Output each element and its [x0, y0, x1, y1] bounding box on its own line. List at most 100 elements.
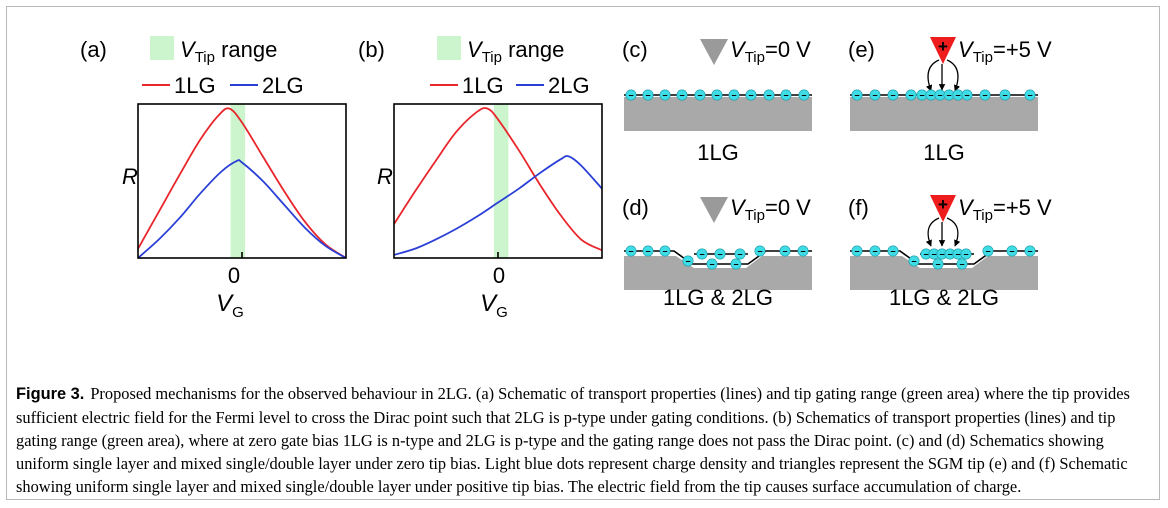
panel-d: (d) VTip=0 V − − − − −− − − −− − − 1LG & 2LG	[622, 195, 812, 310]
charge-minus: −	[714, 90, 719, 100]
charge-minus: −	[717, 249, 722, 259]
charge-minus: −	[964, 90, 969, 100]
charge-dot	[999, 89, 1011, 101]
figure-caption: Figure 3. Proposed mechanisms for the obs…	[16, 382, 1152, 498]
tip-bias-label-d: VTip=0 V	[730, 195, 811, 224]
charge-dot	[905, 89, 917, 101]
series-2lg-line	[137, 159, 347, 259]
tip-bias-label-e: VTip=+5 V	[958, 37, 1052, 66]
legend-range-swatch	[437, 36, 461, 60]
charge-minus: −	[1027, 246, 1032, 256]
charge-minus: −	[737, 249, 742, 259]
charge-minus: −	[731, 90, 736, 100]
plot-a	[137, 103, 347, 259]
charge-minus: −	[748, 90, 753, 100]
vtip-range-band	[493, 104, 509, 258]
charge-minus: −	[699, 249, 704, 259]
charge-dot	[960, 248, 972, 260]
charge-dot	[745, 89, 757, 101]
charge-dot	[728, 89, 740, 101]
charge-dot	[711, 89, 723, 101]
charge-dot	[763, 89, 775, 101]
legend-2lg-label: 2LG	[548, 73, 590, 98]
charge-minus: −	[919, 90, 924, 100]
charge-dot	[908, 255, 920, 267]
charge-minus: −	[709, 259, 714, 269]
substrate-f	[850, 256, 1038, 290]
panel-label-b: (b)	[358, 37, 385, 62]
charge-dot	[754, 245, 766, 257]
x-tick-0-b: 0	[493, 263, 505, 288]
charge-dot	[714, 248, 726, 260]
charge-dot	[642, 245, 654, 257]
sgm-tip-neutral	[700, 197, 728, 223]
sgm-tip-neutral	[700, 39, 728, 65]
charge-minus: −	[923, 249, 928, 259]
figure-graphic: (a) VTip range 1LG 2LG R 0 VG (b) VTip r…	[80, 36, 1052, 321]
charge-minus: −	[939, 249, 944, 259]
y-axis-label-b: R	[377, 164, 393, 189]
charge-dot	[851, 245, 863, 257]
charge-minus: −	[1027, 90, 1032, 100]
charge-dot	[979, 89, 991, 101]
charge-minus: −	[911, 256, 916, 266]
charge-minus: −	[1002, 90, 1007, 100]
field-arrow	[925, 59, 940, 92]
legend-2lg-label: 2LG	[262, 73, 304, 98]
series-2lg-line	[393, 155, 603, 256]
charge-minus: −	[946, 90, 951, 100]
charge-dots-c: − − − − − − − − − − −	[625, 89, 810, 101]
charge-minus: −	[757, 246, 762, 256]
series-1lg-line	[393, 107, 603, 252]
charge-dot	[625, 89, 637, 101]
charge-minus: −	[931, 249, 936, 259]
charge-minus: −	[782, 246, 787, 256]
charge-dot	[642, 89, 654, 101]
panel-label-f: (f)	[848, 195, 869, 220]
charge-dot	[982, 245, 994, 257]
charge-dot	[797, 245, 809, 257]
charge-dot	[779, 245, 791, 257]
sgm-tip-positive	[930, 37, 956, 64]
charge-minus: −	[733, 259, 738, 269]
charge-minus: −	[800, 246, 805, 256]
panel-label-c: (c)	[622, 37, 648, 62]
charge-minus: −	[872, 90, 877, 100]
x-axis-label-a: VG	[216, 290, 244, 321]
charge-minus: −	[955, 90, 960, 100]
field-arrow	[946, 217, 961, 247]
charge-minus: −	[872, 246, 877, 256]
x-axis-label-b: VG	[480, 290, 508, 321]
tip-plus-sign: +	[938, 37, 948, 56]
charge-dot	[780, 89, 792, 101]
charge-dot	[932, 258, 944, 270]
charge-dot	[676, 89, 688, 101]
charge-minus: −	[935, 259, 940, 269]
tip-plus-sign: +	[938, 195, 948, 214]
charge-minus: −	[628, 90, 633, 100]
charge-minus: −	[985, 246, 990, 256]
substrate-c	[624, 97, 812, 131]
vtip-range-band	[230, 104, 246, 258]
sample-label-d: 1LG & 2LG	[663, 285, 773, 310]
charge-dot	[625, 245, 637, 257]
charge-dot	[887, 89, 899, 101]
charge-minus: −	[955, 249, 960, 259]
sample-label-e: 1LG	[923, 140, 965, 165]
caption-text: Proposed mechanisms for the observed beh…	[16, 384, 1130, 496]
charge-minus: −	[1009, 246, 1014, 256]
field-arrow	[946, 59, 961, 92]
charge-dots-e: − − − − − − − − − − − − −	[851, 89, 1036, 101]
series-1lg-line	[137, 107, 347, 259]
panel-e: (e) + VTip=+5 V − − − − − − − − − − − − − 1LG	[848, 37, 1052, 165]
x-tick-0-a: 0	[228, 263, 240, 288]
caption-label: Figure 3.	[16, 385, 85, 403]
panel-c: (c) VTip=0 V − − − − − − − − − − − 1LG	[622, 37, 812, 165]
y-axis-label-a: R	[122, 164, 138, 189]
panel-label-d: (d)	[622, 195, 649, 220]
panel-f: (f) + VTip=+5 V − − − − −− − − − − − −− − − 1LG & 2L…	[848, 195, 1052, 310]
charge-minus: −	[937, 90, 942, 100]
charge-minus: −	[963, 249, 968, 259]
charge-dot	[869, 245, 881, 257]
charge-dots-d: − − − − −− − − −− − −	[625, 245, 809, 270]
